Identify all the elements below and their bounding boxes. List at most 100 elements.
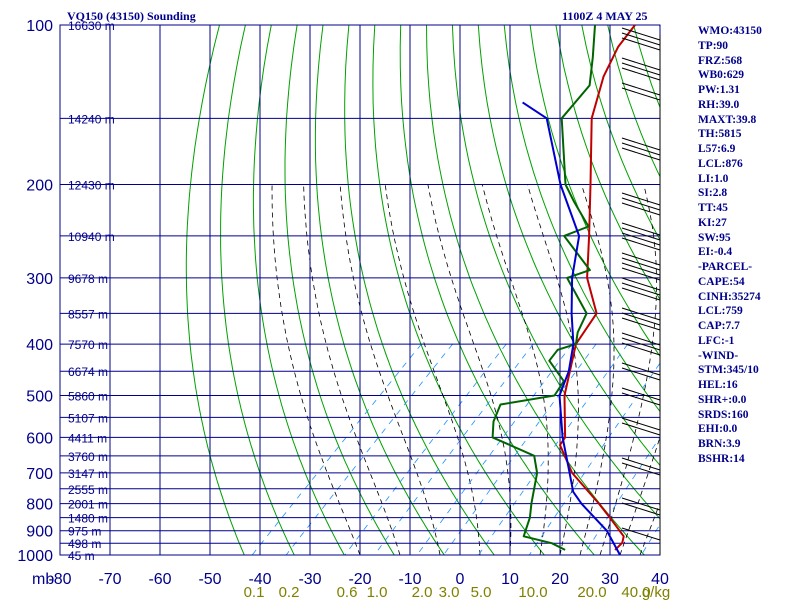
height-label: 10940 m [68,230,115,244]
pressure-tick-label: 100 [26,18,53,35]
pressure-tick-label: 400 [26,337,53,354]
wind-barb-icon [621,27,661,41]
pressure-tick-label: 700 [26,466,53,483]
wind-barb-icon [621,332,661,346]
wind-barb-icon [621,287,661,301]
index-item: LFC:-1 [698,334,735,347]
index-item: CAPE:54 [698,275,745,288]
wind-barb-icon [621,282,661,296]
mixing-ratio-label: 3.0 [439,584,460,600]
temperature-tick-label: 0 [456,571,465,588]
index-item: -PARCEL- [698,261,753,273]
index-item: RH:39.0 [698,98,740,111]
index-item: WMO:43150 [698,25,762,37]
height-label: 14240 m [68,112,115,126]
wind-barb-icon [621,312,661,326]
chart-grid [59,24,661,556]
wind-barb-icon [621,227,661,241]
dry-adiabat-line [789,25,800,555]
moist-adiabat-line [481,184,549,555]
index-item: PW:1.31 [698,84,740,96]
wind-barb-icon [621,262,661,276]
wind-barb-icon [621,497,661,511]
temperature-tick-label: -80 [48,571,71,588]
wind-barb-icon [621,317,661,331]
mixing-ratio-line [528,362,660,555]
wind-barb-icon [621,362,661,376]
wind-barb-icon [621,37,661,51]
wind-barb-icon [621,197,661,211]
index-item: SRDS:160 [698,408,749,421]
pressure-unit-label: mb [32,571,54,588]
mixing-ratio-line [416,343,573,555]
wind-barb-icon [621,307,661,321]
wind-barb-icon [621,387,661,401]
mixing-ratio-label: 0.2 [279,584,300,600]
mixing-ratio-label: 0.1 [244,584,265,600]
index-item: TT:45 [698,202,728,214]
wind-barb-icon [621,417,661,431]
wind-barb-icon [621,237,661,251]
index-item: SW:95 [698,231,731,244]
dry-adiabat-line [763,25,800,555]
dry-adiabat-line [581,25,660,241]
dry-adiabat-line [284,25,395,555]
temperature-line [559,25,636,551]
temperature-tick-label: -50 [198,571,221,588]
pressure-tick-label: 300 [26,271,53,288]
observation-time: 1100Z 4 MAY 25 [562,9,648,23]
moist-adiabat-line [384,184,481,555]
wind-barb-icon [621,137,661,151]
index-item: WB0:629 [698,69,744,82]
wind-barb-icon [621,142,661,156]
wind-barbs [621,27,661,555]
height-label: 4411 m [68,431,107,445]
pressure-tick-label: 600 [26,430,53,447]
height-label: 2555 m [68,483,108,497]
index-item: LCL:759 [698,305,743,318]
temperature-tick-label: -40 [248,571,271,588]
stability-indices-list: WMO:43150 TP:90 FRZ:568 WB0:629 PW:1.31 RH:39… [698,24,762,467]
dry-adiabat-line [399,25,595,555]
temperature-tick-label: 10 [501,571,519,588]
temperature-tick-label: -20 [348,571,371,588]
mixing-ratio-label: 10.0 [518,584,547,600]
height-label: 8557 m [68,307,108,321]
wind-barb-icon [621,147,661,161]
index-item: SHR+:0.0 [698,393,747,406]
index-item: -WIND- [698,349,739,362]
index-item: BSHR:14 [698,452,745,465]
mixing-ratio-label: 5.0 [471,584,492,600]
chart-title: VQ150 (43150) Sounding [67,9,196,23]
wind-barb-icon [621,202,661,216]
wind-barb-icon [621,367,661,381]
pressure-tick-label: 200 [26,178,53,195]
mixing-ratio-label: 20.0 [577,584,606,600]
temperature-tick-label: 30 [601,571,619,588]
wind-barb-icon [621,87,661,101]
index-item: CAP:7.7 [698,320,740,332]
wind-barb-icon [621,342,661,356]
wind-barb-icon [621,502,661,516]
dewpoint-line [491,25,596,551]
mixing-ratio-label: 0.6 [337,584,358,600]
wind-barb-icon [621,462,661,476]
index-item: EHI:0.0 [698,423,738,436]
wind-barb-icon [621,277,661,291]
index-item: FRZ:568 [698,54,743,67]
temperature-tick-label: 20 [551,571,569,588]
index-item: CINH:35274 [698,290,761,303]
dry-adiabat-line [555,25,660,301]
temperature-tick-label: -10 [398,571,421,588]
moist-adiabats [271,184,660,555]
mixing-ratio-label: 2.0 [412,584,433,600]
temperature-tick-label: -70 [98,571,121,588]
wind-barb-icon [621,62,661,76]
index-item: LCL:876 [698,157,743,170]
moist-adiabat-line [619,436,660,555]
mixing-ratio-label: g/kg [642,584,670,600]
mixing-ratio-label: 1.0 [367,584,388,600]
mixing-ratio-line [374,343,534,555]
wind-barb-icon [621,192,661,206]
